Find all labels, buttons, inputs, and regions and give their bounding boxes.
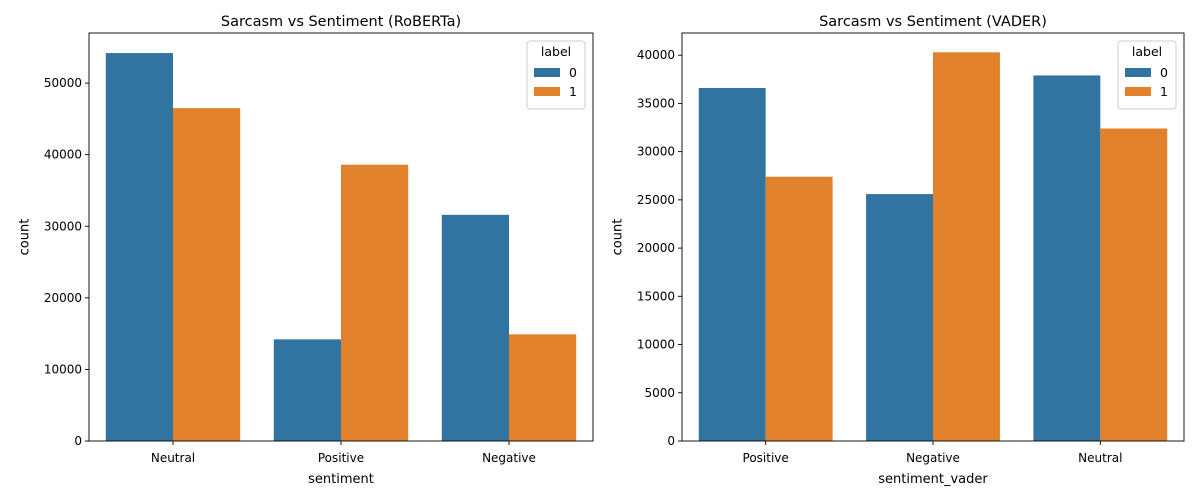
x-tick-label: Positive	[318, 451, 364, 465]
y-tick-label: 10000	[44, 362, 82, 376]
bar-neutral-label-1	[173, 108, 241, 441]
x-tick-label: Negative	[482, 451, 536, 465]
x-tick-label: Neutral	[1078, 451, 1122, 465]
y-tick-label: 50000	[44, 76, 82, 90]
bar-negative-label-1	[933, 52, 1000, 442]
legend-swatch-1	[1125, 87, 1151, 96]
legend-swatch-0	[534, 68, 560, 77]
chart-title: Sarcasm vs Sentiment (VADER)	[819, 14, 1047, 30]
y-tick-label: 15000	[637, 289, 675, 303]
bar-negative-label-0	[866, 194, 933, 441]
x-axis-label: sentiment	[308, 472, 374, 487]
y-axis-label: count	[18, 219, 33, 256]
bar-positive-label-0	[698, 87, 766, 441]
legend-swatch-0	[1125, 68, 1151, 77]
legend-entry-0: 0	[569, 65, 577, 80]
y-tick-label: 25000	[637, 193, 675, 207]
y-tick-label: 5000	[644, 386, 675, 400]
legend: label 0 1	[1117, 40, 1177, 110]
y-tick-label: 40000	[637, 48, 675, 62]
legend: label 0 1	[526, 40, 586, 110]
legend-title: label	[1132, 44, 1162, 59]
x-tick-label: Positive	[743, 451, 789, 465]
chart-vader: Sarcasm vs Sentiment (VADER) sentiment_v…	[611, 14, 1185, 487]
y-tick-label: 40000	[44, 148, 82, 162]
x-tick-label: Negative	[906, 451, 960, 465]
bar-positive-label-1	[341, 164, 409, 441]
x-axis-label: sentiment_vader	[878, 472, 988, 487]
y-tick-label: 0	[667, 434, 675, 448]
y-tick-label: 10000	[637, 338, 675, 352]
bar-negative-label-1	[509, 334, 577, 441]
bar-negative-label-0	[441, 214, 509, 441]
legend-swatch-1	[534, 87, 560, 96]
y-tick-label: 30000	[637, 145, 675, 159]
chart-title: Sarcasm vs Sentiment (RoBERTa)	[221, 14, 461, 30]
y-axis-label: count	[611, 219, 626, 256]
legend-entry-0: 0	[1160, 65, 1168, 80]
y-tick-label: 20000	[637, 241, 675, 255]
y-tick-label: 0	[74, 434, 82, 448]
legend-entry-1: 1	[1160, 84, 1168, 99]
y-tick-label: 35000	[637, 96, 675, 110]
bar-neutral-label-1	[1100, 128, 1168, 441]
bar-neutral-label-0	[1033, 75, 1101, 442]
chart-roberta: Sarcasm vs Sentiment (RoBERTa) sentiment…	[18, 14, 594, 487]
legend-entry-1: 1	[569, 84, 577, 99]
bar-neutral-label-0	[105, 53, 173, 441]
bar-positive-label-0	[273, 339, 341, 441]
bar-positive-label-1	[765, 176, 833, 441]
y-tick-label: 20000	[44, 291, 82, 305]
x-tick-label: Neutral	[151, 451, 195, 465]
y-tick-label: 30000	[44, 219, 82, 233]
legend-title: label	[541, 44, 571, 59]
